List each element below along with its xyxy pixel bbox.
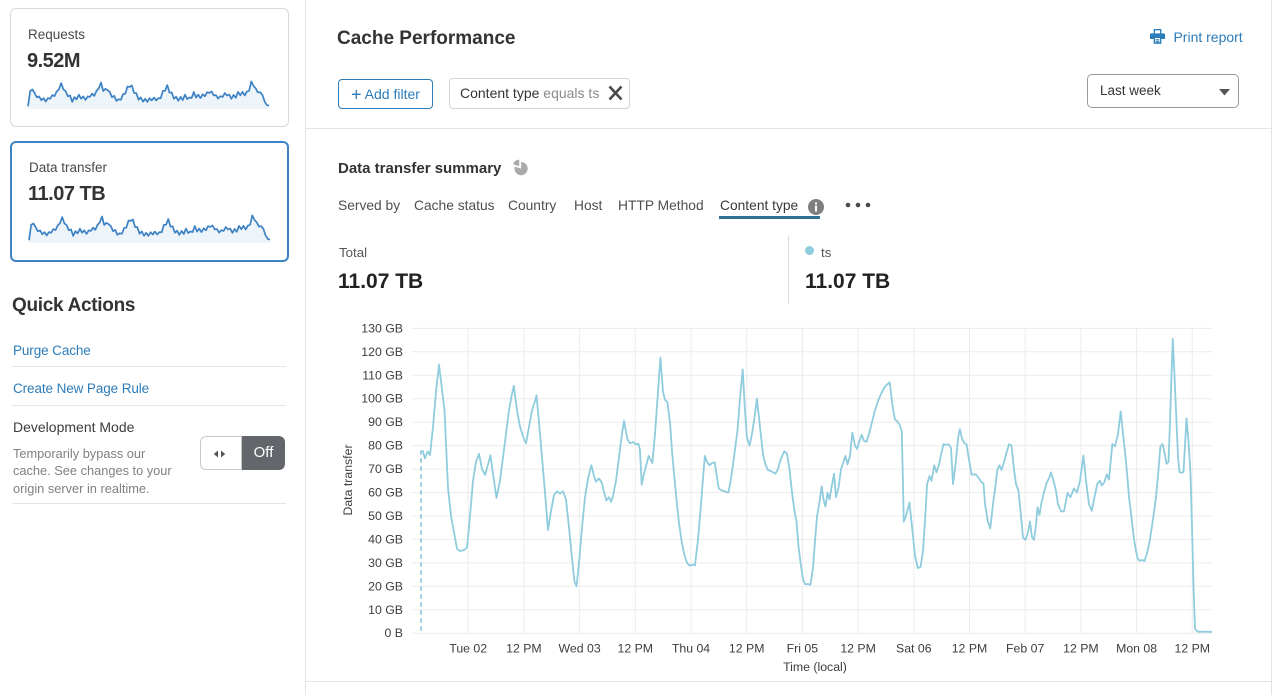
svg-text:12 PM: 12 PM xyxy=(840,642,876,656)
svg-text:12 PM: 12 PM xyxy=(1063,642,1099,656)
svg-text:12 PM: 12 PM xyxy=(506,642,542,656)
svg-text:Time (local): Time (local) xyxy=(783,660,847,674)
svg-text:Mon 08: Mon 08 xyxy=(1116,642,1157,656)
svg-text:60 GB: 60 GB xyxy=(368,486,403,500)
svg-text:Sat 06: Sat 06 xyxy=(896,642,932,656)
svg-text:90 GB: 90 GB xyxy=(368,415,403,429)
svg-text:50 GB: 50 GB xyxy=(368,509,403,523)
svg-text:Fri 05: Fri 05 xyxy=(787,642,819,656)
svg-text:70 GB: 70 GB xyxy=(368,462,403,476)
svg-text:10 GB: 10 GB xyxy=(368,603,403,617)
svg-text:Wed 03: Wed 03 xyxy=(559,642,601,656)
svg-text:Tue 02: Tue 02 xyxy=(449,642,487,656)
svg-text:12 PM: 12 PM xyxy=(952,642,988,656)
svg-text:40 GB: 40 GB xyxy=(368,532,403,546)
svg-text:Thu 04: Thu 04 xyxy=(672,642,710,656)
svg-text:12 PM: 12 PM xyxy=(729,642,765,656)
svg-text:12 PM: 12 PM xyxy=(1175,642,1211,656)
svg-text:80 GB: 80 GB xyxy=(368,439,403,453)
svg-text:12 PM: 12 PM xyxy=(618,642,654,656)
svg-text:130 GB: 130 GB xyxy=(361,321,403,335)
svg-text:100 GB: 100 GB xyxy=(361,392,403,406)
svg-text:30 GB: 30 GB xyxy=(368,556,403,570)
svg-text:110 GB: 110 GB xyxy=(362,368,403,382)
svg-text:20 GB: 20 GB xyxy=(368,579,403,593)
svg-text:120 GB: 120 GB xyxy=(361,345,403,359)
svg-text:Feb 07: Feb 07 xyxy=(1006,642,1044,656)
svg-text:Data transfer: Data transfer xyxy=(341,444,355,515)
svg-text:0 B: 0 B xyxy=(385,626,403,640)
